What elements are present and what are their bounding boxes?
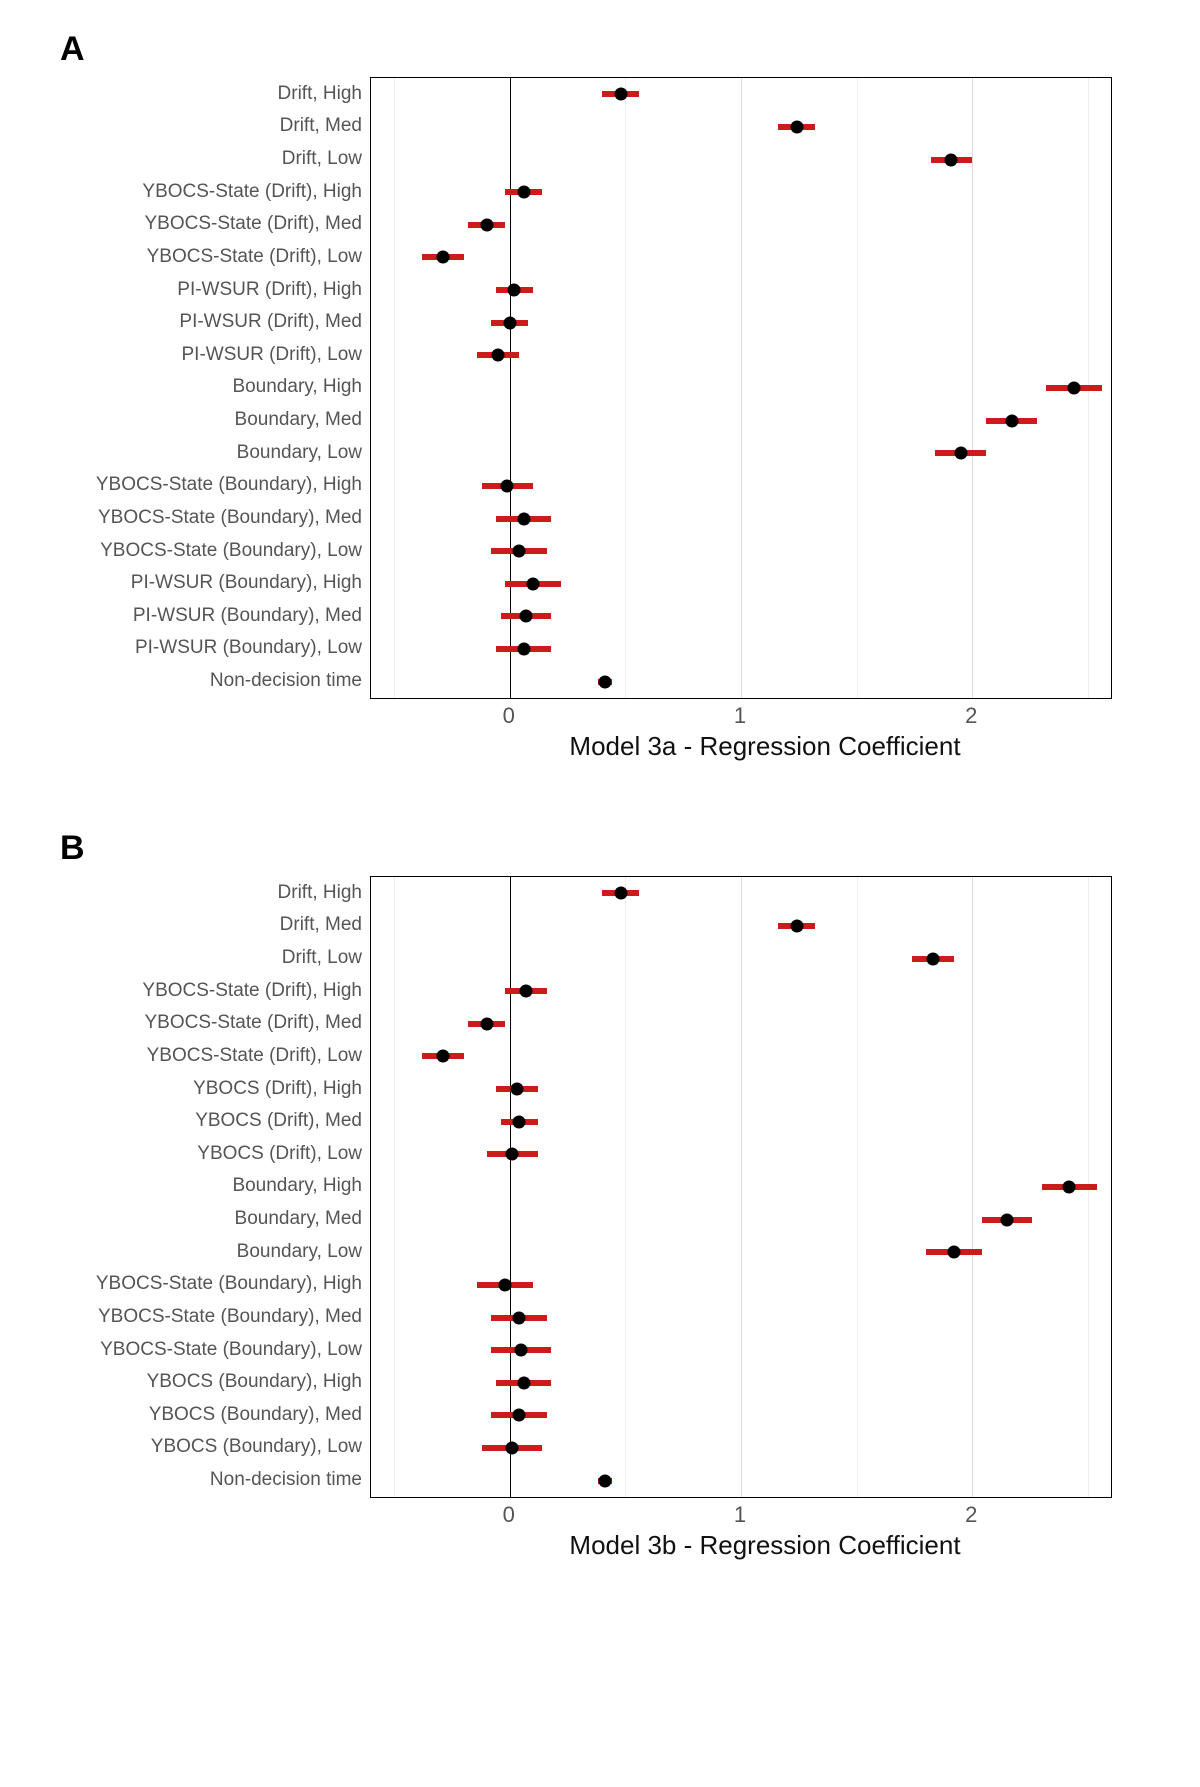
y-axis-label: Boundary, Low — [40, 443, 362, 462]
forest-plot-figure: A Drift, High Drift, Med Drift, Low YBOCS-S… — [0, 0, 1200, 1668]
panel-b-y-labels: Drift, High Drift, Med Drift, Low YBOCS-Sta… — [40, 876, 370, 1496]
point-estimate — [517, 1376, 530, 1389]
y-axis-label: YBOCS (Drift), Low — [40, 1144, 362, 1163]
panel-b-zero-line — [510, 877, 511, 1497]
panel-b-plot — [370, 876, 1112, 1498]
point-estimate — [506, 1442, 519, 1455]
panel-a-x-axis: 0 1 2 Model 3a - Regression Coefficient — [370, 699, 1160, 769]
point-estimate — [614, 887, 627, 900]
point-estimate — [1005, 414, 1018, 427]
y-axis-label: Boundary, High — [40, 1176, 362, 1195]
y-axis-label: YBOCS (Boundary), Low — [40, 1437, 362, 1456]
panel-a-plot — [370, 77, 1112, 699]
y-axis-label: YBOCS-State (Drift), Low — [40, 1046, 362, 1065]
point-estimate — [517, 643, 530, 656]
y-axis-label: Drift, Low — [40, 149, 362, 168]
point-estimate — [513, 1409, 526, 1422]
y-axis-label: YBOCS (Boundary), High — [40, 1372, 362, 1391]
y-axis-label: Boundary, Low — [40, 1242, 362, 1261]
x-tick-label: 1 — [734, 703, 746, 729]
y-axis-label: PI-WSUR (Drift), Low — [40, 345, 362, 364]
panel-a-y-labels: Drift, High Drift, Med Drift, Low YBOCS-Sta… — [40, 77, 370, 697]
point-estimate — [954, 447, 967, 460]
point-estimate — [598, 675, 611, 688]
panel-a-letter: A — [60, 30, 1160, 69]
y-axis-label: YBOCS-State (Boundary), High — [40, 475, 362, 494]
point-estimate — [508, 284, 521, 297]
point-estimate — [519, 610, 532, 623]
point-estimate — [513, 545, 526, 558]
y-axis-label: YBOCS-State (Boundary), Med — [40, 1307, 362, 1326]
y-axis-label: YBOCS (Drift), High — [40, 1079, 362, 1098]
point-estimate — [945, 153, 958, 166]
panel-b-letter: B — [60, 829, 1160, 868]
point-estimate — [1000, 1213, 1013, 1226]
y-axis-label: YBOCS-State (Boundary), Med — [40, 508, 362, 527]
y-axis-label: YBOCS-State (Boundary), Low — [40, 541, 362, 560]
y-axis-label: Drift, Med — [40, 915, 362, 934]
point-estimate — [513, 1311, 526, 1324]
point-estimate — [926, 952, 939, 965]
y-axis-label: Boundary, Med — [40, 410, 362, 429]
y-axis-label: PI-WSUR (Boundary), Med — [40, 606, 362, 625]
y-axis-label: Drift, Med — [40, 116, 362, 135]
point-estimate — [1068, 382, 1081, 395]
x-tick-label: 0 — [503, 1502, 515, 1528]
y-axis-label: PI-WSUR (Boundary), High — [40, 573, 362, 592]
y-axis-label: PI-WSUR (Drift), High — [40, 280, 362, 299]
y-axis-label: Non-decision time — [40, 1470, 362, 1489]
point-estimate — [492, 349, 505, 362]
y-axis-label: YBOCS-State (Drift), Med — [40, 1013, 362, 1032]
point-estimate — [1063, 1181, 1076, 1194]
x-tick-label: 2 — [965, 1502, 977, 1528]
panel-b-x-title: Model 3b - Regression Coefficient — [370, 1530, 1160, 1561]
y-axis-label: YBOCS-State (Drift), High — [40, 182, 362, 201]
y-axis-label: Drift, High — [40, 883, 362, 902]
point-estimate — [480, 1017, 493, 1030]
point-estimate — [480, 218, 493, 231]
point-estimate — [517, 186, 530, 199]
point-estimate — [506, 1148, 519, 1161]
panel-a-x-title: Model 3a - Regression Coefficient — [370, 731, 1160, 762]
point-estimate — [598, 1474, 611, 1487]
y-axis-label: YBOCS-State (Drift), High — [40, 981, 362, 1000]
y-axis-label: YBOCS-State (Boundary), Low — [40, 1340, 362, 1359]
point-estimate — [947, 1246, 960, 1259]
point-estimate — [499, 1278, 512, 1291]
point-estimate — [526, 577, 539, 590]
y-axis-label: PI-WSUR (Boundary), Low — [40, 638, 362, 657]
point-estimate — [790, 120, 803, 133]
y-axis-label: YBOCS-State (Drift), Med — [40, 214, 362, 233]
y-axis-label: YBOCS-State (Boundary), High — [40, 1274, 362, 1293]
y-axis-label: Non-decision time — [40, 671, 362, 690]
point-estimate — [517, 512, 530, 525]
point-estimate — [513, 1115, 526, 1128]
point-estimate — [436, 1050, 449, 1063]
point-estimate — [614, 88, 627, 101]
x-tick-label: 1 — [734, 1502, 746, 1528]
point-estimate — [501, 479, 514, 492]
point-estimate — [790, 919, 803, 932]
panel-b: B Drift, High Drift, Med Drift, Low YBOCS-S… — [40, 829, 1160, 1568]
point-estimate — [436, 251, 449, 264]
panel-b-x-axis: 0 1 2 Model 3b - Regression Coefficient — [370, 1498, 1160, 1568]
y-axis-label: Boundary, High — [40, 377, 362, 396]
panel-a-zero-line — [510, 78, 511, 698]
y-axis-label: PI-WSUR (Drift), Med — [40, 312, 362, 331]
point-estimate — [510, 1083, 523, 1096]
y-axis-label: YBOCS (Drift), Med — [40, 1111, 362, 1130]
panel-a: A Drift, High Drift, Med Drift, Low YBOCS-S… — [40, 30, 1160, 769]
y-axis-label: Drift, Low — [40, 948, 362, 967]
y-axis-label: Boundary, Med — [40, 1209, 362, 1228]
y-axis-label: YBOCS (Boundary), Med — [40, 1405, 362, 1424]
x-tick-label: 2 — [965, 703, 977, 729]
x-tick-label: 0 — [503, 703, 515, 729]
y-axis-label: Drift, High — [40, 84, 362, 103]
y-axis-label: YBOCS-State (Drift), Low — [40, 247, 362, 266]
point-estimate — [519, 985, 532, 998]
point-estimate — [503, 316, 516, 329]
point-estimate — [515, 1344, 528, 1357]
